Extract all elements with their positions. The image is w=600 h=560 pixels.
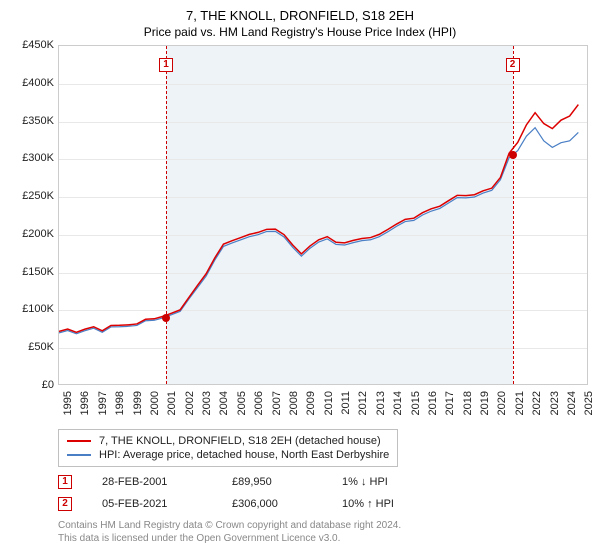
marker-line-2: [513, 46, 514, 384]
marker-dot-1: [162, 314, 170, 322]
attr-line-2: This data is licensed under the Open Gov…: [58, 532, 588, 545]
series-price_paid: [59, 105, 578, 333]
sale-marker-1: 1: [58, 475, 72, 489]
x-axis-label: 2025: [583, 391, 600, 415]
line-layer: [59, 46, 587, 384]
attr-line-1: Contains HM Land Registry data © Crown c…: [58, 519, 588, 532]
sale-price: £306,000: [232, 498, 312, 510]
arrow-icon: ↓: [361, 476, 367, 488]
y-axis-label: £50K: [12, 341, 54, 353]
sale-pct: 10% ↑ HPI: [342, 498, 394, 510]
legend: 7, THE KNOLL, DRONFIELD, S18 2EH (detach…: [58, 429, 398, 467]
subtitle: Price paid vs. HM Land Registry's House …: [12, 25, 588, 39]
sale-pct: 1% ↓ HPI: [342, 476, 388, 488]
y-axis-label: £300K: [12, 152, 54, 164]
series-hpi: [59, 128, 578, 334]
attribution: Contains HM Land Registry data © Crown c…: [58, 519, 588, 545]
y-axis-label: £450K: [12, 39, 54, 51]
marker-line-1: [166, 46, 167, 384]
sale-marker-2: 2: [58, 497, 72, 511]
sale-date: 05-FEB-2021: [102, 498, 202, 510]
y-axis-label: £100K: [12, 303, 54, 315]
plot-area: 12: [58, 45, 588, 385]
legend-item: HPI: Average price, detached house, Nort…: [67, 448, 389, 462]
sale-row-1: 1 28-FEB-2001 £89,950 1% ↓ HPI: [58, 475, 588, 489]
legend-label: HPI: Average price, detached house, Nort…: [99, 449, 389, 461]
title: 7, THE KNOLL, DRONFIELD, S18 2EH: [12, 8, 588, 23]
arrow-icon: ↑: [367, 498, 373, 510]
marker-label-2: 2: [506, 58, 520, 72]
sales-list: 1 28-FEB-2001 £89,950 1% ↓ HPI 2 05-FEB-2021 £…: [12, 475, 588, 511]
y-axis-label: £150K: [12, 266, 54, 278]
sale-date: 28-FEB-2001: [102, 476, 202, 488]
y-axis-label: £0: [12, 379, 54, 391]
chart-area: 12 £0£50K£100K£150K£200K£250K£300K£350K£…: [12, 45, 588, 425]
y-axis-label: £250K: [12, 190, 54, 202]
y-axis-label: £350K: [12, 115, 54, 127]
sale-price: £89,950: [232, 476, 312, 488]
sale-row-2: 2 05-FEB-2021 £306,000 10% ↑ HPI: [58, 497, 588, 511]
y-axis-label: £400K: [12, 77, 54, 89]
legend-swatch: [67, 454, 91, 456]
legend-label: 7, THE KNOLL, DRONFIELD, S18 2EH (detach…: [99, 435, 381, 447]
marker-dot-2: [509, 151, 517, 159]
marker-label-1: 1: [159, 58, 173, 72]
legend-item: 7, THE KNOLL, DRONFIELD, S18 2EH (detach…: [67, 434, 389, 448]
legend-swatch: [67, 440, 91, 442]
y-axis-label: £200K: [12, 228, 54, 240]
chart-container: 7, THE KNOLL, DRONFIELD, S18 2EH Price p…: [0, 0, 600, 560]
